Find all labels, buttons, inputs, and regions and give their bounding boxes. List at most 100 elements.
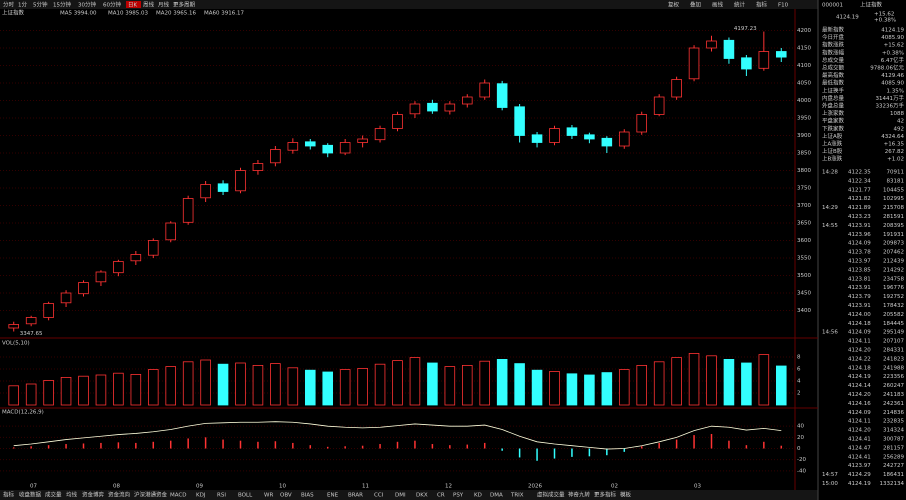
tab[interactable]: 指标	[756, 1, 768, 9]
volume-bar	[182, 361, 194, 406]
volume-tick-label: 8	[797, 355, 801, 361]
volume-bar	[270, 363, 281, 406]
candle-body	[723, 39, 735, 59]
trade-price: 4124.19	[848, 374, 871, 380]
price-tick-label: 4100	[797, 63, 811, 69]
bottom-tab[interactable]: RSI	[217, 493, 226, 499]
trade-volume: 205582	[883, 312, 904, 318]
bottom-tab[interactable]: DMI	[395, 493, 406, 499]
tab[interactable]: 叠加	[690, 1, 701, 9]
tab[interactable]: 画线	[712, 1, 724, 9]
bottom-tab[interactable]: BRAR	[348, 493, 363, 499]
trade-price: 4123.81	[848, 276, 871, 282]
tab-active	[126, 1, 141, 8]
trade-volume: 102995	[883, 196, 904, 202]
info-value: 4085.90	[881, 81, 904, 87]
tab[interactable]: 更多周期	[173, 1, 196, 9]
candle-body	[200, 184, 211, 199]
volume-bar	[409, 357, 421, 406]
volume-bar	[78, 375, 89, 406]
trade-price: 4123.78	[848, 250, 871, 256]
tab[interactable]: F10	[778, 3, 789, 9]
info-value: 267.82	[885, 149, 904, 155]
bottom-tab[interactable]: PSY	[453, 493, 464, 499]
bottom-tab[interactable]: OBV	[280, 493, 292, 499]
trade-volume: 241183	[883, 392, 904, 398]
info-label: 下跌家数	[822, 124, 845, 132]
tab[interactable]: 1分	[18, 1, 27, 9]
x-tick-label: 12	[445, 484, 452, 490]
price-tick-label: 3900	[797, 133, 811, 139]
bottom-tab[interactable]: 虚拟成交量	[537, 491, 565, 499]
volume-bar	[200, 359, 211, 406]
volume-bar	[43, 379, 54, 406]
info-label: 最新指数	[822, 26, 845, 34]
candle-body	[566, 127, 578, 136]
tab[interactable]: 30分钟	[78, 1, 96, 9]
bottom-tab[interactable]: DKX	[416, 493, 428, 499]
bottom-tab[interactable]: 收盘数据	[19, 491, 42, 499]
bottom-tab[interactable]: ENE	[327, 493, 339, 499]
candle-body	[636, 114, 648, 133]
volume-bar	[304, 369, 316, 406]
tab[interactable]: 月线	[158, 1, 170, 9]
bottom-tab[interactable]: 神奇九转	[568, 491, 591, 499]
tab[interactable]: 15分钟	[53, 1, 71, 9]
bottom-tab[interactable]: 均线	[66, 491, 78, 499]
trade-volume: 284331	[883, 348, 904, 354]
volume-bar	[636, 364, 648, 406]
candle-body	[584, 134, 595, 140]
bottom-tab[interactable]: 沪深港通资金	[134, 491, 168, 499]
tab[interactable]: 日K	[128, 2, 138, 9]
tab[interactable]: 60分钟	[103, 1, 121, 9]
candle-body	[8, 324, 20, 329]
bottom-tab[interactable]: 资金博弈	[82, 491, 105, 499]
bottom-tab[interactable]: 资金流向	[108, 491, 130, 499]
volume-bar	[461, 364, 473, 406]
candle-body	[25, 317, 37, 325]
volume-bar	[549, 370, 560, 406]
trade-price: 4124.09	[848, 330, 871, 336]
tab[interactable]: 复权	[668, 1, 680, 9]
high-label: 4197.23	[734, 26, 757, 32]
bottom-tab[interactable]: WR	[264, 493, 273, 499]
bottom-tab[interactable]: CR	[437, 493, 445, 499]
trade-volume: 300787	[883, 437, 904, 443]
trade-price: 4124.09	[848, 241, 871, 247]
tab[interactable]: 周线	[143, 1, 155, 9]
trade-volume: 241823	[883, 356, 904, 362]
candle-body	[653, 96, 665, 115]
info-value: 42	[897, 119, 904, 125]
bottom-tab[interactable]: BOLL	[238, 493, 253, 499]
bottom-tab[interactable]: MACD	[170, 493, 187, 499]
info-label: 上A涨跌	[822, 140, 843, 148]
tab[interactable]: 5分钟	[33, 1, 48, 9]
trade-price: 4124.19	[848, 481, 871, 487]
macd-tick-label: 20	[797, 435, 804, 441]
bottom-tab[interactable]: 更多指标	[594, 491, 617, 499]
bottom-tab[interactable]: DMA	[490, 493, 503, 499]
bottom-tab[interactable]: CCI	[374, 493, 384, 499]
trade-volume: 186431	[883, 472, 904, 478]
info-value: +15.62	[884, 43, 904, 49]
change: +15.62	[874, 12, 894, 18]
bottom-tab[interactable]: 指标	[3, 491, 15, 499]
candle-body	[113, 261, 124, 274]
bottom-tab[interactable]: TRIX	[510, 493, 524, 499]
info-label: 今日开盘	[822, 33, 845, 41]
bottom-tab[interactable]: 成交量	[45, 491, 62, 499]
trade-volume: 242727	[883, 463, 904, 469]
candle-body	[461, 96, 473, 105]
bottom-tab[interactable]: BIAS	[301, 493, 314, 499]
bottom-tab[interactable]: KDJ	[196, 493, 206, 499]
info-value: 6.47亿手	[881, 56, 905, 64]
price-tick-label: 3800	[797, 168, 811, 174]
dif-line	[13, 421, 782, 450]
bottom-tab[interactable]: KD	[474, 493, 482, 499]
tab[interactable]: 分时	[3, 1, 15, 9]
tab[interactable]: 统计	[734, 1, 746, 9]
trade-price: 4124.16	[848, 401, 871, 407]
bottom-tab[interactable]: 模板	[620, 491, 632, 499]
volume-bar	[723, 358, 735, 406]
info-label: 内盘总量	[822, 94, 845, 102]
